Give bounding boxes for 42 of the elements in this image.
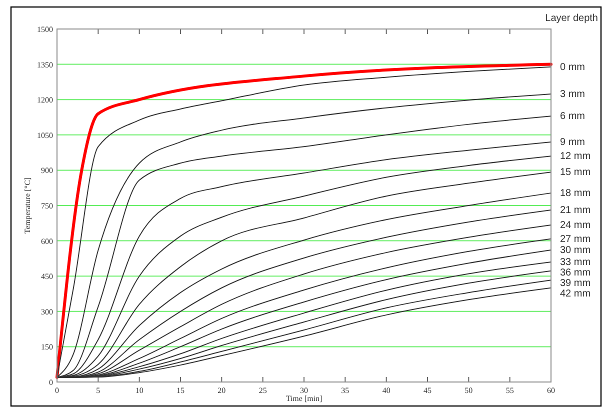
y-tick-label: 1350 [37, 60, 53, 70]
x-axis-title: Time [min] [286, 394, 323, 403]
y-tick-label: 1050 [37, 130, 53, 140]
series-label: 21 mm [560, 204, 591, 216]
series-label: 12 mm [560, 151, 591, 162]
x-tick-label: 45 [424, 386, 432, 395]
y-tick-label: 1500 [37, 25, 53, 34]
x-tick-label: 25 [258, 386, 267, 395]
series-label: 27 mm [560, 234, 591, 245]
series-label: 33 mm [560, 256, 591, 268]
y-tick-label: 750 [41, 202, 53, 210]
series-label: 18 mm [560, 188, 591, 200]
y-tick-label: 1200 [37, 96, 53, 105]
x-tick-label: 15 [176, 386, 184, 395]
x-tick-label: 50 [464, 386, 473, 395]
series-label: 24 mm [560, 220, 591, 232]
series-label: 3 mm [560, 88, 585, 100]
series-label: 42 mm [560, 288, 591, 300]
x-tick-label: 30 [300, 386, 308, 395]
legend-title: Layer depth [545, 13, 598, 24]
series-label: 0 mm [560, 62, 585, 73]
series-label: 30 mm [560, 244, 591, 256]
y-tick-label: 600 [41, 236, 53, 246]
x-tick-label: 10 [135, 386, 144, 395]
y-tick-label: 0 [49, 378, 53, 387]
series-label: 36 mm [560, 267, 591, 278]
series-label: 39 mm [560, 278, 591, 289]
x-tick-label: 60 [547, 386, 555, 395]
x-tick-label: 5 [96, 386, 100, 395]
y-tick-label: 450 [41, 272, 53, 282]
y-tick-label: 150 [41, 342, 53, 352]
x-tick-label: 35 [341, 386, 350, 395]
series-label: 9 mm [560, 136, 585, 148]
y-tick-label: 900 [41, 166, 53, 176]
x-tick-label: 0 [55, 386, 59, 395]
x-tick-label: 55 [506, 386, 514, 395]
series-label: 15 mm [560, 167, 591, 178]
y-axis-title: Temperature [°C] [23, 177, 32, 234]
y-tick-label: 300 [41, 307, 53, 316]
x-tick-label: 20 [218, 386, 226, 395]
x-tick-label: 40 [382, 386, 390, 395]
series-label: 6 mm [560, 111, 585, 122]
